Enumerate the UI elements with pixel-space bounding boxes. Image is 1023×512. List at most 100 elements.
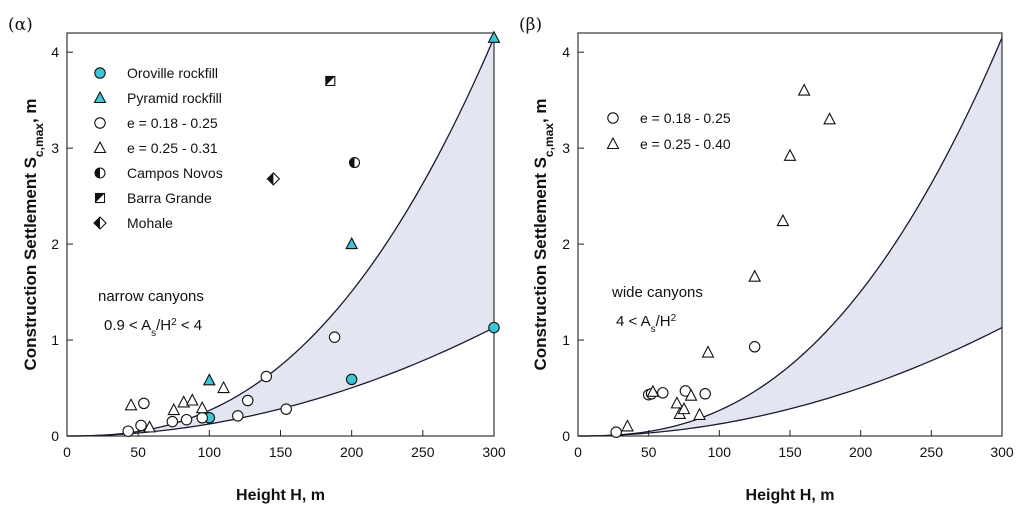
x-tick-label: 150 — [778, 444, 802, 460]
x-tick-label: 50 — [641, 444, 657, 460]
data-point — [280, 403, 292, 415]
data-point — [180, 413, 193, 426]
x-tick-label: 0 — [574, 444, 582, 460]
canyon-type-label: wide canyons — [611, 284, 703, 301]
series-barra-grande — [325, 75, 336, 87]
data-point — [701, 345, 715, 358]
x-tick-label: 50 — [130, 444, 146, 460]
data-point — [776, 213, 790, 227]
legend-label: Barra Grande — [127, 190, 212, 206]
data-point — [196, 412, 208, 424]
data-point — [797, 83, 811, 96]
data-point — [783, 148, 797, 161]
data-point — [122, 425, 134, 437]
data-point — [823, 112, 836, 125]
y-tick-label: 1 — [51, 332, 59, 348]
panel-label: (α) — [8, 15, 33, 35]
data-point — [348, 156, 361, 169]
y-tick-label: 2 — [51, 236, 59, 252]
data-point — [195, 400, 209, 414]
data-point — [325, 75, 336, 87]
data-point — [217, 380, 230, 394]
legend-marker — [93, 90, 107, 104]
data-point — [670, 396, 684, 409]
y-tick-label: 3 — [51, 140, 59, 156]
panel-alpha: 0 50 100 150 200 250 300 0 1 2 3 4 (α) Height H, m Con… — [8, 15, 506, 504]
data-point — [677, 401, 691, 415]
y-tick-label: 3 — [562, 140, 570, 156]
y-tick-label: 4 — [562, 44, 570, 60]
legend-marker — [94, 192, 106, 204]
legend-label: e = 0.18 - 0.25 — [640, 110, 731, 126]
legend-marker — [94, 167, 106, 179]
series-pyramid-rockfill — [202, 30, 501, 386]
data-point — [748, 269, 762, 282]
x-tick-label: 100 — [708, 444, 732, 460]
x-tick-label: 300 — [482, 444, 506, 460]
data-point — [488, 321, 500, 334]
legend-marker — [93, 140, 107, 154]
data-point — [345, 236, 359, 250]
envelope-band — [578, 37, 1002, 437]
legend-label: e = 0.25 - 0.31 — [127, 140, 218, 156]
x-tick-label: 200 — [849, 444, 873, 460]
data-point — [610, 426, 622, 438]
canyon-ratio-label: 0.9 < As/H2 < 4 — [104, 317, 202, 339]
panel-label: (β) — [519, 15, 542, 35]
data-point — [138, 397, 150, 410]
canyon-type-label: narrow canyons — [98, 288, 204, 305]
x-tick-label: 200 — [340, 444, 364, 460]
legend-marker — [606, 136, 620, 150]
y-tick-label: 1 — [562, 332, 570, 348]
series-campos-novos — [348, 156, 361, 169]
legend-marker — [94, 67, 106, 79]
data-point — [232, 410, 244, 422]
x-axis-label: Height H, m — [236, 487, 325, 504]
legend-label: Oroville rockfill — [127, 65, 218, 81]
y-tick-label: 2 — [562, 236, 570, 252]
y-tick-label: 4 — [51, 44, 59, 60]
x-tick-label: 150 — [269, 444, 293, 460]
legend-label: Mohale — [127, 215, 173, 231]
x-tick-label: 0 — [63, 444, 71, 460]
series-e-0-25-0-40 — [621, 83, 836, 432]
data-point — [167, 402, 181, 416]
legend-label: Campos Novos — [127, 165, 223, 181]
x-axis-label: Height H, m — [746, 487, 835, 504]
legend-label: Pyramid rockfill — [127, 90, 222, 106]
data-point — [748, 341, 761, 353]
data-point — [621, 419, 634, 432]
data-point — [124, 398, 138, 411]
y-tick-label: 0 — [562, 428, 570, 444]
legend-marker — [93, 216, 107, 230]
canyon-ratio-label: 4 < As/H2 — [616, 313, 677, 335]
legend-label: e = 0.25 - 0.40 — [640, 136, 731, 152]
data-point — [328, 331, 341, 343]
data-point — [166, 415, 179, 428]
x-tick-label: 250 — [920, 444, 944, 460]
panel-beta: 0 50 100 150 200 250 300 0 1 2 3 4 (β) Height H, m Con… — [519, 15, 1014, 504]
y-axis-label: Construction Settlement Sc,max, m — [21, 98, 46, 370]
data-point — [487, 30, 501, 43]
data-point — [185, 393, 199, 406]
legend-marker — [607, 112, 619, 124]
data-point — [684, 388, 698, 401]
series-e-0-18-0-25 — [122, 331, 341, 437]
data-point — [135, 419, 147, 432]
series-e-0-18-0-25 — [610, 341, 761, 438]
data-point — [693, 407, 706, 420]
data-point — [260, 370, 273, 383]
legend-marker — [94, 117, 106, 129]
y-tick-label: 0 — [51, 428, 59, 444]
x-tick-label: 100 — [198, 444, 222, 460]
data-point — [345, 373, 358, 386]
series-mohale — [266, 172, 281, 186]
data-point — [646, 384, 660, 397]
x-tick-label: 250 — [411, 444, 435, 460]
data-point — [266, 172, 281, 186]
series-e-0-25-0-31 — [124, 380, 230, 433]
data-point — [657, 387, 669, 399]
data-point — [699, 388, 711, 400]
legend-label: e = 0.18 - 0.25 — [127, 115, 218, 131]
